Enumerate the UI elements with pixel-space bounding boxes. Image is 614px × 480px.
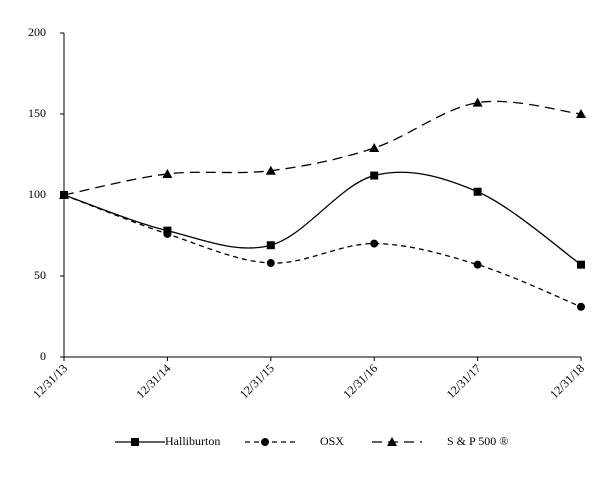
marker xyxy=(577,260,585,269)
marker xyxy=(473,260,482,269)
x-tick-label: 12/31/14 xyxy=(133,361,173,401)
marker xyxy=(266,241,275,250)
series-line xyxy=(63,194,582,308)
x-tick-label: 12/31/16 xyxy=(340,361,380,401)
legend-label: Halliburton xyxy=(165,434,220,448)
y-tick-label: 200 xyxy=(28,25,46,39)
x-tick-label: 12/31/13 xyxy=(30,361,70,401)
x-tick-label: 12/31/18 xyxy=(547,361,587,401)
marker xyxy=(370,239,379,248)
series-line xyxy=(63,100,582,196)
y-tick-label: 100 xyxy=(28,187,46,201)
marker xyxy=(265,165,276,175)
series-line xyxy=(63,171,582,266)
marker xyxy=(163,229,172,238)
x-tick-label: 12/31/15 xyxy=(237,361,277,401)
marker xyxy=(387,437,397,446)
y-tick-label: 50 xyxy=(34,268,46,282)
marker xyxy=(577,302,585,311)
marker xyxy=(261,438,269,446)
marker xyxy=(131,438,139,446)
y-tick-label: 0 xyxy=(40,349,46,363)
x-tick-label: 12/31/17 xyxy=(444,361,484,401)
marker xyxy=(576,109,586,118)
marker xyxy=(370,171,379,180)
marker xyxy=(473,187,482,196)
marker xyxy=(369,143,380,153)
marker xyxy=(59,190,69,199)
marker xyxy=(266,259,275,268)
legend-label: OSX xyxy=(320,434,344,448)
legend-label: S & P 500 ® xyxy=(447,434,508,448)
marker xyxy=(162,168,173,178)
y-tick-label: 150 xyxy=(28,106,46,120)
marker xyxy=(472,97,483,107)
